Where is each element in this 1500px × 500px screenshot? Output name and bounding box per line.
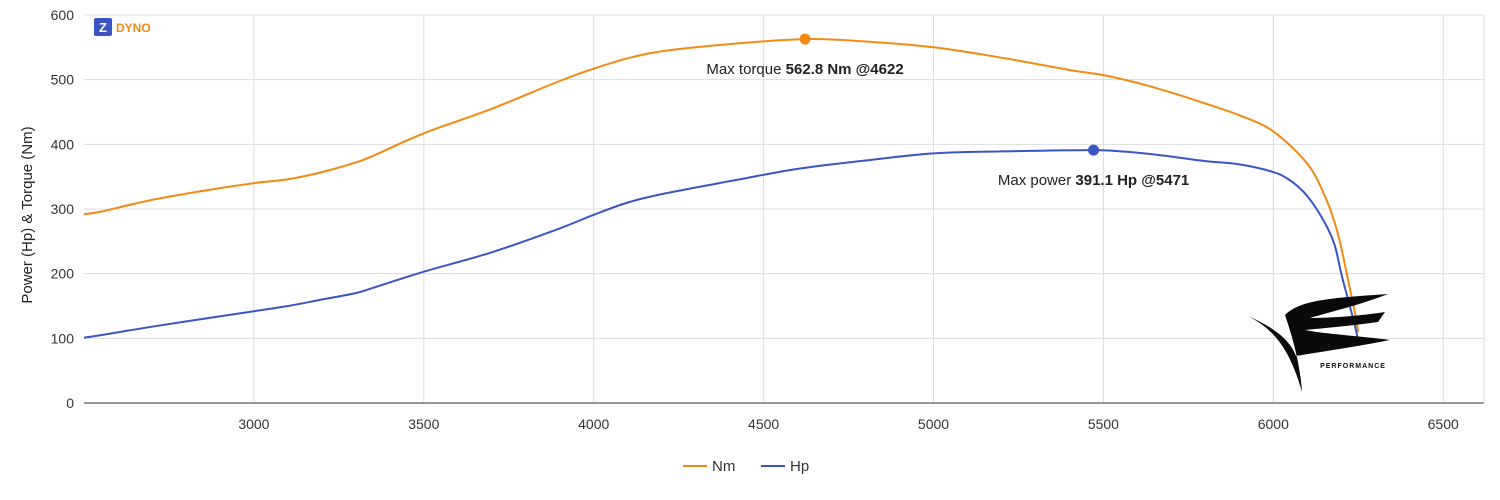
annotation-prefix: Max power (998, 172, 1076, 189)
series-line-hp (83, 149, 1360, 342)
legend[interactable]: Nm Hp (683, 458, 809, 475)
x-tick-label: 4000 (578, 416, 609, 432)
zdyno-logo-badge (94, 18, 112, 36)
watermark-text: PERFORMANCE (1320, 363, 1386, 370)
series-line-nm (83, 38, 1360, 333)
series-layer (83, 38, 1360, 342)
zdyno-logo-letter: Z (99, 20, 107, 35)
y-tick-label: 500 (51, 72, 75, 88)
legend-item-hp[interactable]: Hp (761, 458, 809, 475)
annotation-value: 562.8 Nm @4622 (786, 61, 904, 78)
axes (84, 15, 1485, 404)
x-tick-label: 3000 (238, 416, 269, 432)
y-tick-label: 0 (66, 395, 74, 411)
max-annotation-nm: Max torque 562.8 Nm @4622 (706, 61, 903, 78)
max-marker-nm[interactable] (799, 33, 811, 45)
x-tick-label: 4500 (748, 416, 779, 432)
zdyno-logo: Z DYNO (94, 18, 151, 36)
zdyno-logo-text: DYNO (116, 21, 151, 35)
annotations: Max torque 562.8 Nm @4622 Max power 391.1… (706, 33, 1189, 189)
y-axis-title: Power (Hp) & Torque (Nm) (19, 126, 36, 303)
legend-label: Nm (712, 458, 735, 475)
annotation-prefix: Max torque (706, 61, 785, 78)
y-tick-label: 400 (51, 136, 75, 152)
x-tick-label: 5000 (918, 416, 949, 432)
legend-item-nm[interactable]: Nm (683, 458, 735, 475)
performance-watermark: PERFORMANCE (1248, 294, 1390, 392)
grid (84, 14, 1484, 403)
tick-labels: 0 100 200 300 400 500 600 3000 3500 4000 4500 5000 5… (51, 7, 1459, 432)
x-tick-label: 6500 (1428, 416, 1459, 432)
max-marker-hp[interactable] (1088, 144, 1100, 156)
y-tick-label: 300 (51, 201, 75, 217)
y-tick-label: 100 (51, 330, 75, 346)
annotation-value: 391.1 Hp @5471 (1075, 172, 1189, 189)
x-tick-label: 5500 (1088, 416, 1119, 432)
y-tick-label: 200 (51, 266, 75, 282)
y-tick-label: 600 (51, 7, 75, 23)
legend-label: Hp (790, 458, 809, 475)
max-annotation-hp: Max power 391.1 Hp @5471 (998, 172, 1189, 189)
x-tick-label: 6000 (1258, 416, 1289, 432)
watermark-brush-shape (1248, 294, 1390, 392)
x-tick-label: 3500 (408, 416, 439, 432)
